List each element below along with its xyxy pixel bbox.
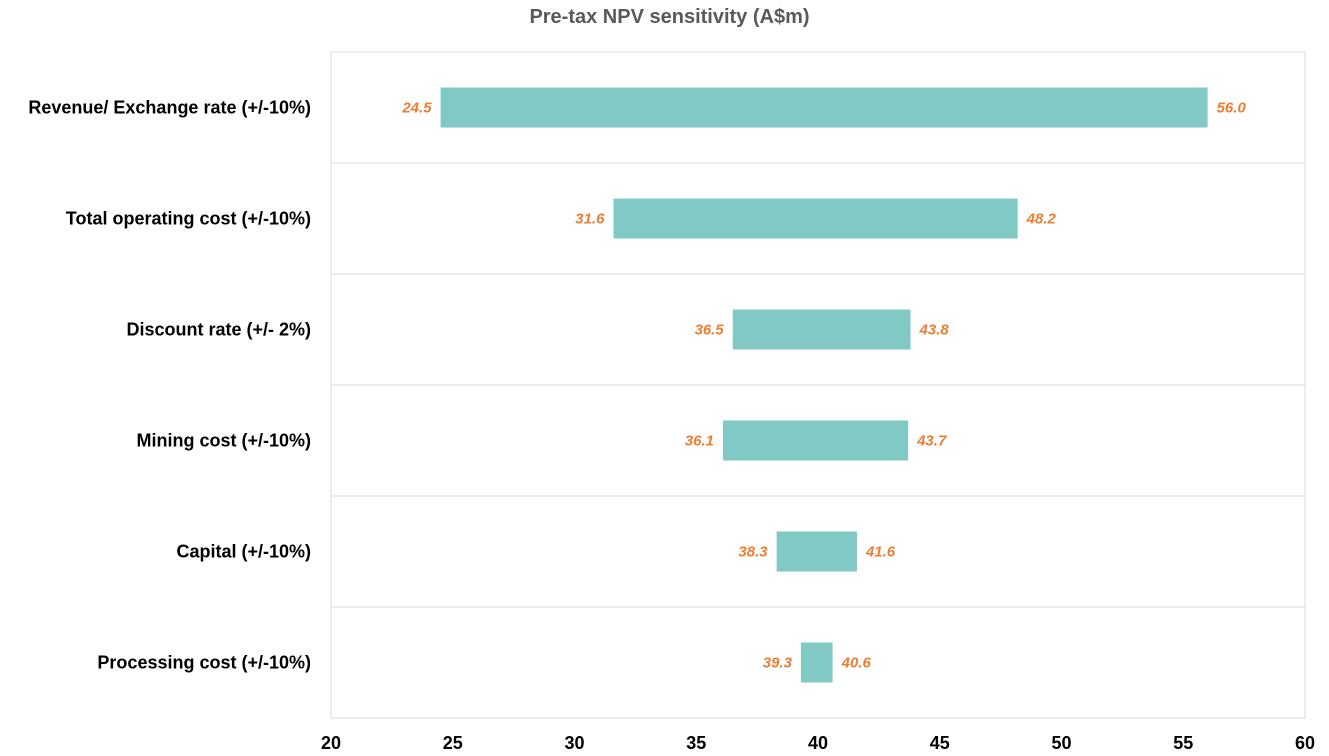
high-value-label: 43.7 <box>916 433 947 450</box>
high-value-label: 41.6 <box>865 544 896 561</box>
bar <box>732 309 911 350</box>
x-tick-label: 30 <box>564 733 584 753</box>
low-value-label: 38.3 <box>738 544 768 561</box>
bar <box>440 87 1208 128</box>
category-label: Total operating cost (+/-10%) <box>66 209 311 229</box>
category-label: Mining cost (+/-10%) <box>136 431 311 451</box>
category-label: Processing cost (+/-10%) <box>97 653 311 673</box>
x-tick-label: 60 <box>1295 733 1315 753</box>
x-tick-label: 25 <box>443 733 463 753</box>
low-value-label: 24.5 <box>401 100 432 117</box>
low-value-label: 31.6 <box>575 211 605 228</box>
x-tick-label: 45 <box>930 733 950 753</box>
low-value-label: 39.3 <box>763 655 793 672</box>
bar <box>723 420 909 461</box>
x-tick-label: 35 <box>686 733 706 753</box>
x-tick-label: 50 <box>1051 733 1071 753</box>
category-label: Discount rate (+/- 2%) <box>126 320 311 340</box>
high-value-label: 43.8 <box>919 322 950 339</box>
bar <box>800 642 833 683</box>
low-value-label: 36.5 <box>695 322 725 339</box>
x-tick-label: 40 <box>808 733 828 753</box>
bar <box>776 531 857 572</box>
chart-title: Pre-tax NPV sensitivity (A$m) <box>529 6 810 28</box>
high-value-label: 56.0 <box>1217 100 1247 117</box>
bar <box>613 198 1018 239</box>
category-label: Revenue/ Exchange rate (+/-10%) <box>28 98 311 118</box>
high-value-label: 48.2 <box>1026 211 1057 228</box>
x-tick-label: 20 <box>321 733 341 753</box>
category-label: Capital (+/-10%) <box>176 542 311 562</box>
high-value-label: 40.6 <box>841 655 872 672</box>
x-tick-label: 55 <box>1173 733 1193 753</box>
low-value-label: 36.1 <box>685 433 714 450</box>
